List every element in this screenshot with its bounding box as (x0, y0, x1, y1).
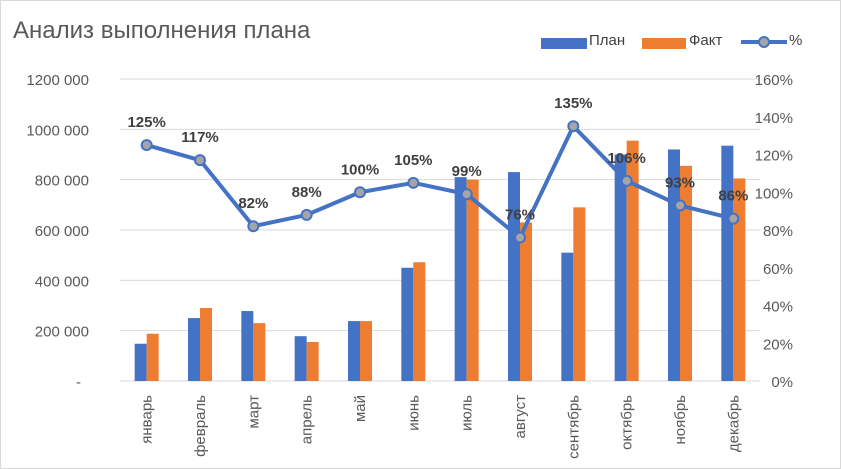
data-label-pct: 125% (127, 114, 165, 131)
y-left-tick-label: 1200 000 (26, 72, 89, 89)
point-pct-9 (567, 120, 580, 133)
x-tick-label: март (245, 395, 262, 429)
point-pct-4 (300, 208, 313, 221)
bar-plan-7 (454, 177, 467, 381)
bar-fact-12 (733, 178, 746, 381)
legend-label-plan: План (589, 32, 626, 49)
data-label-pct: 93% (665, 174, 695, 191)
bar-plan-8 (508, 172, 520, 381)
x-tick-label: апрель (299, 395, 316, 444)
x-tick-label: май (352, 395, 369, 422)
y-left-tick-label: - (76, 374, 81, 391)
bar-plan-5 (348, 321, 360, 381)
bar-fact-6 (413, 262, 426, 381)
y-right-tick-label: 0% (771, 374, 793, 391)
y-left-tick-label: 1000 000 (26, 122, 89, 139)
point-pct-12 (727, 212, 740, 225)
bar-plan-10 (614, 154, 627, 381)
y-right-tick-label: 100% (755, 185, 793, 202)
data-label-pct: 88% (292, 184, 322, 201)
y-left-tick-label: 200 000 (35, 324, 89, 341)
bar-fact-8 (520, 222, 532, 381)
x-tick-label: июль (459, 395, 476, 431)
y-right-tick-label: 80% (763, 223, 793, 240)
data-label-pct: 135% (554, 95, 592, 112)
point-pct-2 (194, 154, 206, 167)
x-tick-label: август (512, 395, 529, 439)
y-left-tick-label: 800 000 (35, 173, 89, 190)
y-right-tick-label: 20% (763, 336, 793, 353)
data-label-pct: 86% (718, 188, 748, 205)
bar-plan-3 (241, 311, 254, 381)
point-pct-3 (247, 220, 260, 233)
x-tick-label: январь (139, 395, 156, 444)
legend-label-fact: Факт (689, 32, 723, 49)
x-tick-label: февраль (192, 395, 209, 457)
data-label-pct: 100% (341, 161, 379, 178)
bar-plan-6 (401, 267, 414, 381)
bar-fact-3 (253, 323, 266, 381)
bar-plan-9 (561, 252, 574, 381)
legend-swatch-plan (541, 38, 587, 49)
bar-fact-10 (626, 140, 639, 381)
chart-title: Анализ выполнения плана (13, 17, 311, 44)
legend-swatch-fact (642, 38, 686, 49)
point-pct-6 (407, 176, 420, 189)
y-left-tick-label: 600 000 (35, 223, 89, 240)
bar-plan-4 (294, 336, 307, 381)
y-right-tick-label: 40% (763, 299, 793, 316)
bar-plan-12 (721, 145, 734, 381)
bar-fact-4 (306, 341, 319, 381)
y-right-tick-label: 60% (763, 261, 793, 278)
bar-plan-1 (134, 343, 147, 381)
legend-label-pct: % (789, 32, 803, 49)
x-tick-label: сентябрь (565, 395, 582, 459)
x-tick-label: ноябрь (672, 395, 689, 445)
data-label-pct: 117% (181, 129, 219, 146)
bar-fact-11 (680, 165, 692, 381)
series-line-pct (146, 124, 734, 240)
point-pct-8 (514, 231, 526, 244)
bar-fact-2 (200, 308, 212, 381)
x-tick-label: декабрь (725, 395, 742, 452)
bar-plan-2 (188, 318, 200, 381)
data-label-pct: 106% (607, 150, 645, 167)
y-left-tick-label: 400 000 (35, 273, 89, 290)
y-right-tick-label: 140% (755, 110, 793, 127)
bar-fact-9 (573, 207, 586, 381)
point-pct-5 (354, 186, 366, 199)
bar-fact-5 (360, 321, 372, 381)
point-pct-1 (140, 139, 153, 152)
legend-swatch-pct (741, 36, 787, 48)
bar-fact-7 (466, 179, 479, 381)
data-label-pct: 105% (394, 152, 432, 169)
data-label-pct: 82% (238, 195, 268, 212)
point-pct-10 (620, 174, 633, 187)
y-right-tick-label: 120% (755, 148, 793, 165)
x-tick-label: июнь (405, 395, 422, 431)
y-right-tick-label: 160% (755, 72, 793, 89)
x-tick-label: октябрь (619, 395, 636, 450)
point-pct-7 (460, 188, 473, 201)
bar-fact-1 (146, 333, 159, 381)
data-label-pct: 99% (452, 163, 482, 180)
data-label-pct: 76% (505, 207, 535, 224)
point-pct-11 (674, 199, 686, 212)
